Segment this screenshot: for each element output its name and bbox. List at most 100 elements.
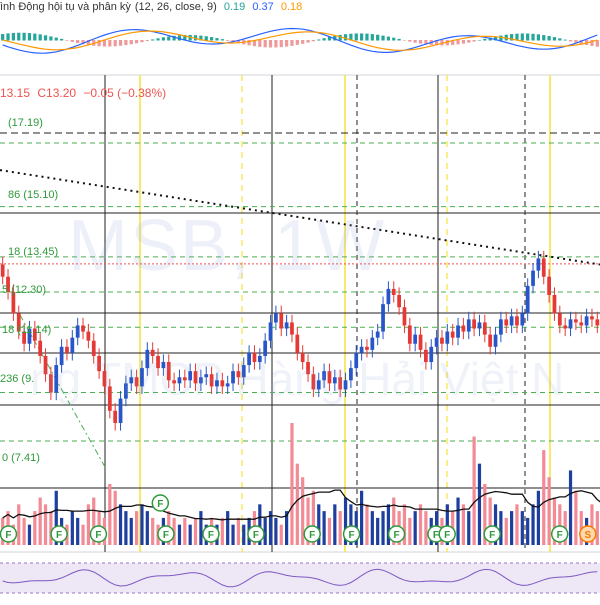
macd-histogram-bar bbox=[488, 37, 492, 41]
macd-histogram-bar bbox=[252, 40, 257, 47]
volume-bar bbox=[81, 524, 85, 545]
candle-body bbox=[177, 377, 182, 384]
candle-body bbox=[247, 352, 251, 366]
macd-histogram-bar bbox=[451, 40, 455, 45]
volume-bar bbox=[76, 517, 80, 545]
volume-bar bbox=[231, 524, 235, 545]
volume-bar bbox=[220, 517, 224, 545]
volume-bar bbox=[268, 511, 273, 545]
candle-body bbox=[81, 325, 85, 332]
macd-histogram-bar bbox=[86, 40, 90, 46]
macd-histogram-bar bbox=[236, 40, 240, 44]
volume-bar bbox=[472, 436, 476, 545]
volume-bar bbox=[226, 511, 230, 545]
symbol-watermark: MSB, 1W bbox=[68, 206, 387, 286]
macd-histogram-bar bbox=[493, 36, 498, 41]
candle-body bbox=[124, 383, 128, 399]
candle-body bbox=[311, 374, 316, 390]
macd-histogram-bar bbox=[552, 37, 557, 41]
candle-body bbox=[91, 340, 96, 356]
candle-body bbox=[284, 322, 289, 329]
earnings-event-letter: F bbox=[56, 530, 62, 541]
macd-histogram-bar bbox=[6, 33, 10, 41]
macd-histogram-bar bbox=[365, 33, 369, 41]
earnings-event-marker bbox=[50, 525, 68, 543]
candle-body bbox=[370, 337, 375, 350]
macd-histogram-bar bbox=[418, 40, 423, 44]
fib-label-12-30: 5 (12.30) bbox=[2, 284, 47, 296]
candle-body bbox=[150, 349, 155, 356]
macd-histogram-bar bbox=[542, 35, 546, 41]
volume-bar bbox=[413, 511, 417, 545]
volume-bar bbox=[595, 511, 599, 545]
candle-body bbox=[32, 328, 37, 341]
candle-body bbox=[359, 346, 364, 353]
candle-body bbox=[59, 346, 64, 366]
macd-histogram-bar bbox=[440, 40, 444, 46]
candle-body bbox=[381, 304, 385, 332]
volume-bar bbox=[135, 511, 139, 545]
earnings-event-marker bbox=[438, 525, 456, 543]
macd-histogram-bar bbox=[483, 38, 487, 41]
macd-histogram-bar bbox=[568, 40, 573, 42]
candle-body bbox=[161, 362, 166, 369]
candle-body bbox=[552, 295, 557, 314]
macd-histogram-bar bbox=[285, 40, 289, 47]
macd-histogram-bar bbox=[81, 40, 85, 45]
macd-histogram-bar bbox=[386, 36, 390, 41]
macd-legend[interactable]: ình Động hội tụ và phân kỳ (12, 26, close… bbox=[0, 0, 306, 14]
candle-body bbox=[43, 355, 48, 375]
volume-bar bbox=[408, 517, 412, 545]
candle-body bbox=[49, 374, 53, 393]
candle-body bbox=[375, 331, 380, 338]
candle-body bbox=[113, 410, 118, 423]
volume-bar bbox=[236, 517, 240, 545]
candle-body bbox=[129, 377, 134, 384]
volume-bar bbox=[360, 490, 364, 545]
macd-histogram-bar bbox=[124, 40, 128, 46]
candle-body bbox=[209, 374, 214, 387]
candle-body bbox=[568, 319, 573, 329]
volume-bar bbox=[183, 517, 187, 545]
macd-histogram-bar bbox=[17, 32, 21, 41]
volume-bar bbox=[536, 490, 540, 545]
macd-histogram-bar bbox=[301, 40, 305, 44]
volume-bar bbox=[558, 504, 562, 545]
volume-bar bbox=[295, 463, 299, 545]
candle-body bbox=[182, 377, 187, 381]
candle-body bbox=[477, 322, 482, 329]
volume-bar bbox=[445, 504, 449, 545]
volume-bar bbox=[17, 504, 21, 545]
candle-body bbox=[365, 346, 369, 350]
earnings-event-letter: F bbox=[157, 499, 163, 510]
candle-body bbox=[70, 337, 75, 353]
candle-body bbox=[434, 337, 439, 347]
earnings-event-letter: F bbox=[349, 530, 355, 541]
macd-histogram-bar bbox=[322, 38, 326, 41]
candle-body bbox=[472, 319, 476, 329]
volume-bar bbox=[258, 504, 262, 545]
macd-histogram-bar bbox=[510, 34, 514, 41]
volume-bar bbox=[370, 511, 374, 545]
ohlc-legend: 13.15 C13.20 −0.05 (−0.38%) bbox=[0, 86, 170, 100]
candle-body bbox=[440, 337, 444, 344]
volume-bar bbox=[274, 517, 278, 545]
change-value: −0.05 (−0.38%) bbox=[83, 86, 167, 100]
candle-body bbox=[574, 319, 578, 323]
macd-histogram-bar bbox=[43, 35, 48, 41]
volume-bar bbox=[327, 517, 332, 545]
macd-histogram-bar bbox=[360, 33, 364, 41]
macd-histogram-bar bbox=[349, 33, 353, 41]
candle-body bbox=[557, 313, 562, 326]
macd-histogram-bar bbox=[76, 40, 80, 44]
macd-histogram-bar bbox=[183, 35, 187, 41]
macd-histogram-bar bbox=[445, 40, 449, 46]
signal-value: 0.37 bbox=[252, 1, 274, 13]
macd-line bbox=[2, 27, 598, 54]
volume-bar bbox=[338, 511, 342, 545]
volume-bar bbox=[504, 517, 508, 545]
volume-bar bbox=[54, 490, 58, 545]
candle-body bbox=[424, 349, 428, 363]
